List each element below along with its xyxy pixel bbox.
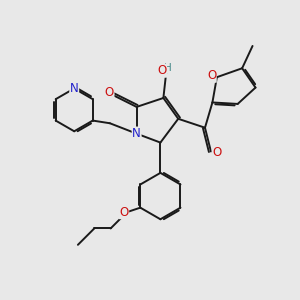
Text: N: N xyxy=(132,127,141,140)
Text: O: O xyxy=(105,86,114,99)
Text: O: O xyxy=(207,69,216,82)
Text: O: O xyxy=(157,64,167,77)
Text: O: O xyxy=(119,206,129,219)
Text: N: N xyxy=(70,82,79,95)
Text: H: H xyxy=(164,63,172,73)
Text: O: O xyxy=(212,146,221,160)
